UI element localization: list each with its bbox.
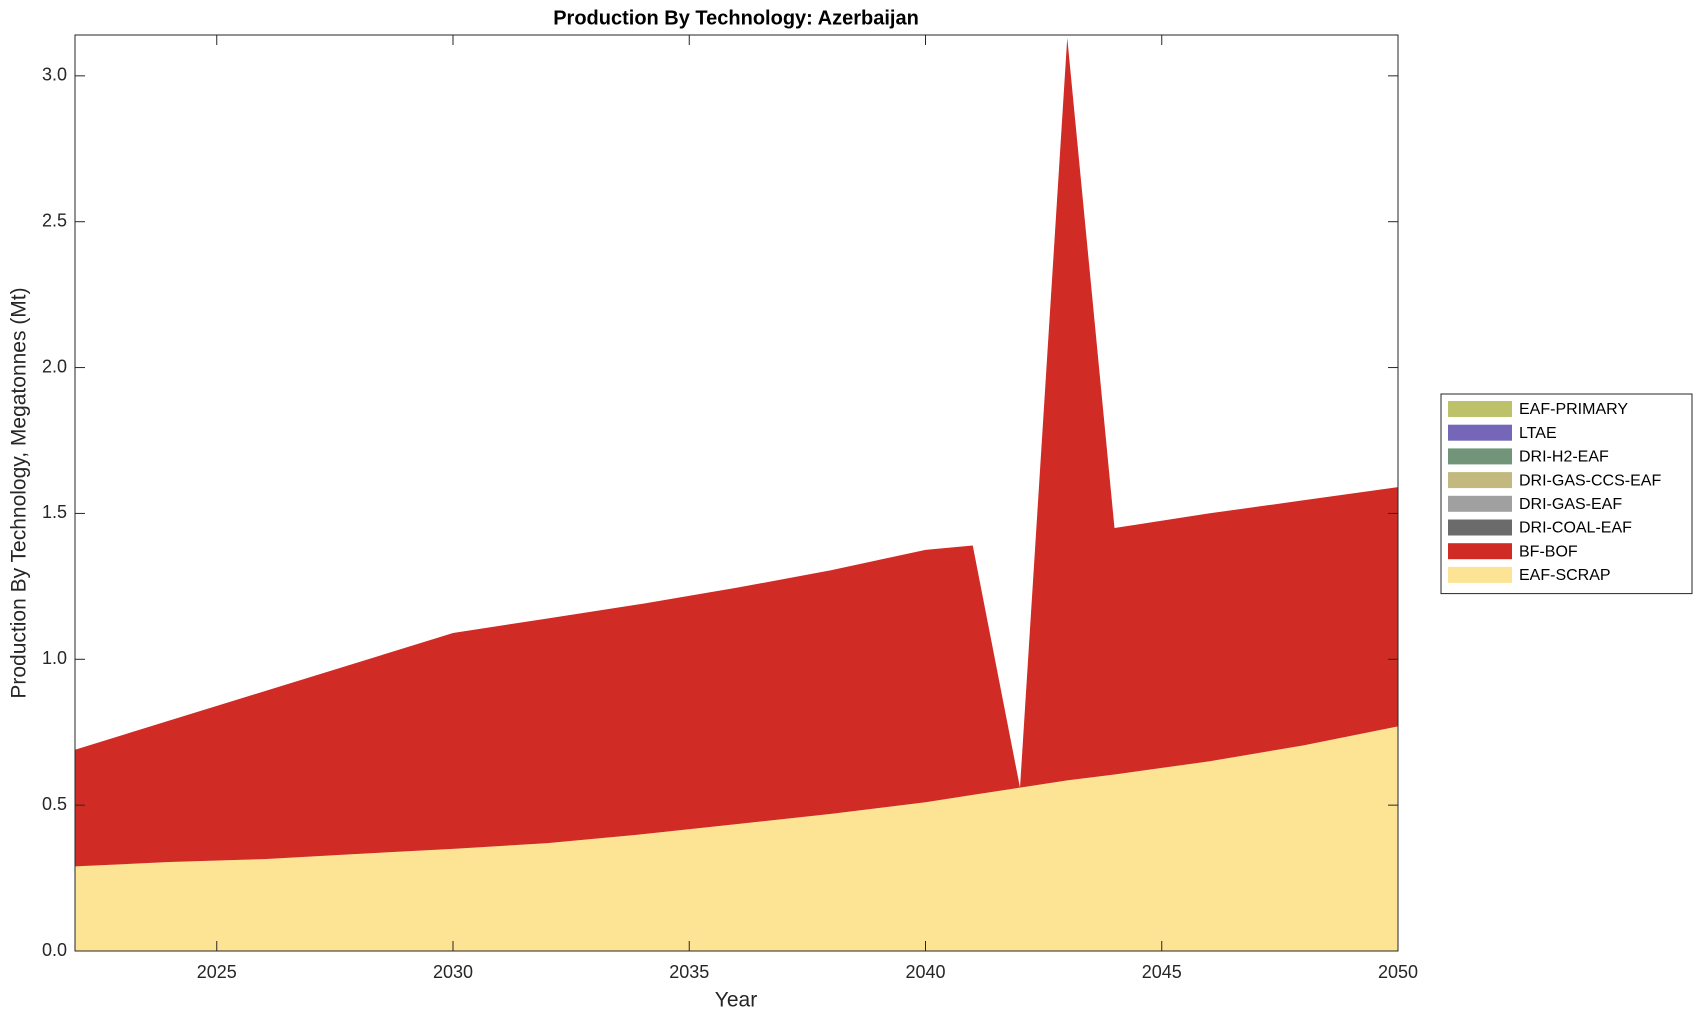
legend-label: BF-BOF bbox=[1519, 543, 1578, 560]
area bbox=[75, 726, 1398, 951]
x-tick-label: 2045 bbox=[1142, 962, 1182, 982]
x-tick-label: 2040 bbox=[905, 962, 945, 982]
y-tick-label: 1.5 bbox=[42, 502, 67, 522]
y-tick-label: 0.0 bbox=[42, 940, 67, 960]
y-tick-label: 2.5 bbox=[42, 210, 67, 230]
plot-frame bbox=[74, 34, 1399, 952]
x-tick-label: 2030 bbox=[433, 962, 473, 982]
y-tick-label: 3.0 bbox=[42, 65, 67, 85]
x-tick-label: 2035 bbox=[669, 962, 709, 982]
legend-swatch bbox=[1448, 401, 1512, 417]
chart-title: Production By Technology: Azerbaijan bbox=[553, 7, 919, 29]
y-tick-label: 2.0 bbox=[42, 356, 67, 376]
x-tick-label: 2050 bbox=[1378, 962, 1418, 982]
legend-swatch bbox=[1448, 495, 1512, 512]
y-axis-label: Production By Technology, Megatonnes (Mt… bbox=[8, 287, 31, 698]
legend-swatch bbox=[1448, 472, 1512, 489]
legend-label: EAF-PRIMARY bbox=[1519, 401, 1628, 418]
legend-swatch bbox=[1448, 519, 1512, 536]
legend-label: DRI-H2-EAF bbox=[1519, 449, 1609, 466]
legend-box bbox=[1440, 393, 1693, 595]
legend-swatch bbox=[1448, 424, 1512, 441]
x-axis-label: Year bbox=[715, 989, 757, 1012]
y-tick-label: 1.0 bbox=[42, 648, 67, 668]
legend-label: LTAE bbox=[1519, 425, 1557, 442]
legend-label: DRI-GAS-EAF bbox=[1519, 496, 1622, 513]
legend-label: EAF-SCRAP bbox=[1519, 567, 1611, 584]
x-tick-label: 2025 bbox=[197, 962, 237, 982]
legend-swatch bbox=[1448, 543, 1512, 560]
legend-swatch bbox=[1448, 566, 1512, 583]
y-tick-label: 0.5 bbox=[42, 794, 67, 814]
legend-swatch bbox=[1448, 448, 1512, 465]
legend-label: DRI-COAL-EAF bbox=[1519, 520, 1632, 537]
legend-label: DRI-GAS-CCS-EAF bbox=[1519, 472, 1661, 489]
area bbox=[75, 37, 1398, 867]
